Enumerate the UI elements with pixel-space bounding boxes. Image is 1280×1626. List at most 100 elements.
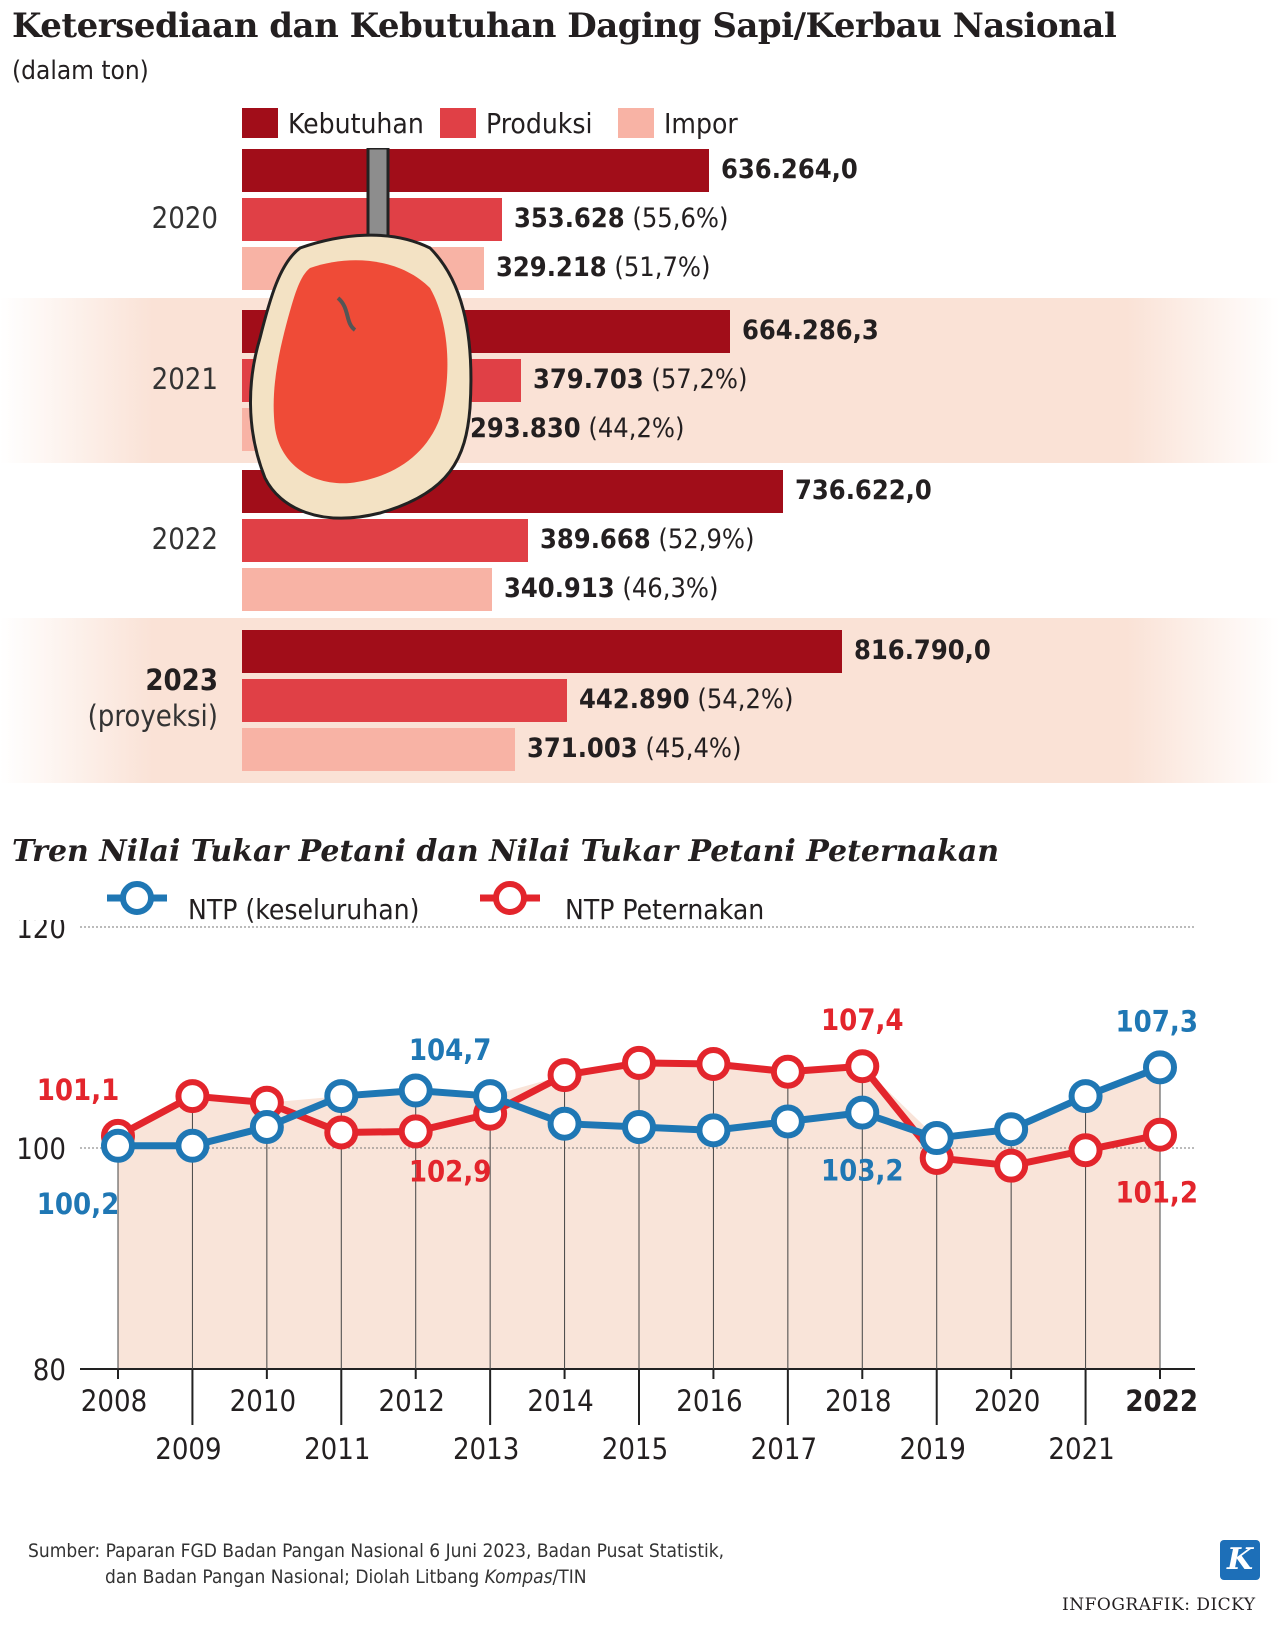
- annotation-7: 101,2: [1115, 1176, 1198, 1210]
- value-number-kebutuhan-2023: 816.790,0: [854, 635, 991, 666]
- legend-swatch-impor: [618, 108, 654, 138]
- legend-ntp-peternakan-marker: [480, 881, 540, 915]
- legend-swatch-kebutuhan: [242, 108, 278, 138]
- bar-kebutuhan-2020: [242, 149, 709, 192]
- legend-produksi: Produksi: [440, 106, 593, 140]
- x-tick-label-2019: 2019: [900, 1432, 966, 1466]
- y-tick-label-100: 100: [16, 1132, 66, 1166]
- point-1-2018: [845, 1049, 880, 1084]
- point-0-2021: [1068, 1079, 1103, 1114]
- x-tick-label-2013: 2013: [453, 1432, 519, 1466]
- value-pct-produksi-2023: (54,2%): [689, 684, 794, 715]
- point-0-2019: [919, 1121, 954, 1156]
- point-0-2012: [398, 1073, 433, 1108]
- value-pct-produksi-2020: (55,6%): [624, 203, 729, 234]
- x-tick-label-2017: 2017: [751, 1432, 817, 1466]
- point-0-2020: [994, 1112, 1029, 1147]
- bar-impor-2022: [242, 568, 492, 611]
- point-0-2008: [101, 1128, 135, 1163]
- infographic-credit: INFOGRAFIK: DICKY: [1062, 1595, 1256, 1615]
- value-number-produksi-2020: 353.628: [514, 203, 625, 234]
- value-kebutuhan-2022: 736.622,0: [795, 475, 932, 506]
- year-label-main-2023: 2023: [145, 663, 218, 697]
- value-produksi-2023: 442.890 (54,2%): [579, 684, 793, 715]
- x-tick-label-2009: 2009: [155, 1432, 221, 1466]
- point-0-2015: [622, 1110, 656, 1145]
- point-0-2011: [324, 1079, 359, 1114]
- value-number-impor-2021: 293.830: [470, 413, 581, 444]
- x-tick-label-2010: 2010: [230, 1384, 296, 1418]
- annotation-1: 100,2: [37, 1187, 120, 1221]
- legend-kebutuhan: Kebutuhan: [242, 106, 424, 140]
- annotation-4: 107,4: [821, 1003, 904, 1037]
- x-tick-label-2016: 2016: [676, 1384, 742, 1418]
- point-0-2016: [696, 1113, 731, 1148]
- x-tick-label-2014: 2014: [527, 1384, 593, 1418]
- annotation-0: 101,1: [37, 1073, 120, 1107]
- meat-illustration: [249, 148, 473, 520]
- y-tick-label-120: 120: [16, 920, 66, 945]
- x-tick-label-2022: 2022: [1125, 1384, 1198, 1418]
- bar-impor-2023: [242, 728, 515, 771]
- legend-label-impor: Impor: [664, 106, 738, 140]
- legend-impor: Impor: [618, 106, 738, 140]
- legend-ntp-peternakan-label: NTP Peternakan: [565, 893, 765, 926]
- value-kebutuhan-2021: 664.286,3: [742, 315, 879, 346]
- year-label-2020: 2020: [151, 201, 218, 235]
- x-tick-label-2018: 2018: [825, 1384, 891, 1418]
- legend-label-kebutuhan: Kebutuhan: [288, 106, 424, 140]
- annotation-6: 107,3: [1115, 1004, 1198, 1038]
- point-1-2017: [770, 1054, 805, 1089]
- kompas-logo: K: [1220, 1540, 1260, 1580]
- legend-ntp-marker: [107, 881, 167, 915]
- bar-produksi-2022: [242, 519, 528, 562]
- annotation-3: 102,9: [409, 1155, 492, 1189]
- value-number-kebutuhan-2021: 664.286,3: [742, 315, 879, 346]
- x-tick-label-2011: 2011: [304, 1432, 370, 1466]
- value-impor-2020: 329.218 (51,7%): [496, 252, 710, 283]
- legend-ntp-label: NTP (keseluruhan): [188, 893, 420, 926]
- point-1-2016: [696, 1047, 731, 1082]
- value-pct-impor-2023: (45,4%): [637, 733, 742, 764]
- point-0-2017: [770, 1104, 805, 1139]
- source-line-2-italic: Kompas: [484, 1566, 553, 1588]
- value-impor-2023: 371.003 (45,4%): [527, 733, 741, 764]
- meat-marbling: [336, 296, 357, 332]
- value-number-produksi-2022: 389.668: [540, 524, 651, 555]
- value-pct-impor-2021: (44,2%): [580, 413, 685, 444]
- value-number-kebutuhan-2020: 636.264,0: [721, 154, 858, 185]
- year-label-2022: 2022: [151, 522, 218, 556]
- point-1-2015: [622, 1045, 656, 1080]
- meat-lean: [273, 260, 448, 484]
- point-0-2022: [1143, 1050, 1177, 1085]
- point-0-2014: [547, 1106, 582, 1141]
- x-tick-label-2015: 2015: [602, 1432, 668, 1466]
- point-1-2011: [324, 1115, 359, 1150]
- annotation-5: 103,2: [821, 1154, 904, 1188]
- bar-kebutuhan-2023: [242, 630, 842, 673]
- point-0-2009: [175, 1128, 210, 1163]
- point-1-2012: [398, 1114, 433, 1149]
- value-pct-produksi-2022: (52,9%): [650, 524, 755, 555]
- value-produksi-2020: 353.628 (55,6%): [514, 203, 728, 234]
- year-label-2023: 2023 (proyeksi): [0, 662, 218, 734]
- source-line-2b: /TIN: [552, 1566, 587, 1588]
- value-impor-2021: 293.830 (44,2%): [470, 413, 684, 444]
- value-pct-impor-2022: (46,3%): [614, 573, 719, 604]
- value-number-produksi-2021: 379.703: [533, 364, 644, 395]
- bar-produksi-2023: [242, 679, 567, 722]
- legend-swatch-produksi: [440, 108, 476, 138]
- year-label-sub-2023: (proyeksi): [87, 699, 218, 733]
- meat-hook: [366, 148, 390, 245]
- value-impor-2022: 340.913 (46,3%): [504, 573, 718, 604]
- source-line-2a: dan Badan Pangan Nasional; Diolah Litban…: [105, 1566, 485, 1588]
- chart-1-title: Ketersediaan dan Kebutuhan Daging Sapi/K…: [12, 6, 1117, 46]
- value-number-impor-2023: 371.003: [527, 733, 638, 764]
- value-number-impor-2020: 329.218: [496, 252, 607, 283]
- chart-1-unit: (dalam ton): [12, 56, 149, 86]
- legend-label-produksi: Produksi: [486, 106, 593, 140]
- x-tick-label-2021: 2021: [1048, 1432, 1114, 1466]
- point-1-2021: [1068, 1133, 1103, 1168]
- source-note: Sumber: Paparan FGD Badan Pangan Nasiona…: [28, 1538, 724, 1590]
- source-line-2: dan Badan Pangan Nasional; Diolah Litban…: [28, 1564, 724, 1590]
